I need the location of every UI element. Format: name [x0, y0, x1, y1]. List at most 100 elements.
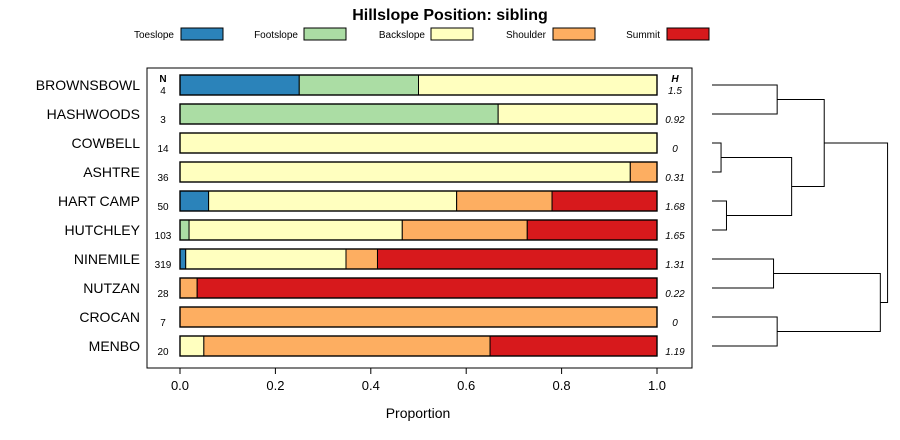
entropy-column-header: H — [671, 74, 679, 85]
legend-swatch-summit — [666, 27, 710, 41]
dendrogram-branch — [712, 200, 727, 231]
legend-label-footslope: Footslope — [254, 30, 298, 41]
legend-label-summit: Summit — [626, 30, 660, 41]
row-label: ASHTRE — [83, 164, 140, 180]
bar-segment-backslope — [179, 132, 658, 154]
bar-segment-summit — [551, 190, 658, 212]
row-ninemile: NINEMILE 319 1.31 — [74, 248, 685, 271]
row-count: 319 — [155, 260, 172, 271]
bar-outline — [179, 103, 658, 125]
row-menbo: MENBO 20 1.19 — [89, 335, 685, 358]
plot-frame — [146, 67, 693, 369]
bar-segment-shoulder — [401, 219, 528, 241]
row-count: 14 — [157, 144, 169, 155]
legend-swatch-backslope — [430, 27, 474, 41]
bar-segment-backslope — [179, 335, 205, 357]
legend-label-toeslope: Toeslope — [134, 30, 174, 41]
bar-outline — [179, 190, 658, 212]
row-hashwoods: HASHWOODS 3 0.92 — [47, 103, 685, 126]
x-axis: 0.0 0.2 0.4 0.6 0.8 1.0 — [171, 368, 666, 393]
row-count: 50 — [157, 202, 169, 213]
legend-swatch-toeslope — [180, 27, 224, 41]
bar-segment-shoulder — [629, 161, 658, 183]
row-cowbell: COWBELL 14 0 — [72, 132, 678, 155]
x-tick-label: 0.8 — [553, 378, 571, 393]
x-tick-label: 0.0 — [171, 378, 189, 393]
legend-swatch-shoulder — [552, 27, 596, 41]
x-tick-label: 0.6 — [457, 378, 475, 393]
dendrogram-branch — [777, 99, 825, 187]
dendrogram-branch — [721, 157, 793, 216]
row-entropy: 0 — [672, 144, 678, 155]
dendrogram-branch — [712, 316, 778, 347]
bar-outline — [179, 277, 658, 299]
bar-rows: BROWNSBOWL 4 1.5 HASHWOODS 3 0.92 COWBELL 14 0 AS… — [36, 74, 685, 358]
row-brownsbowl: BROWNSBOWL 4 1.5 — [36, 74, 682, 97]
row-hart-camp: HART CAMP 50 1.68 — [58, 190, 685, 213]
dendrogram-branch — [712, 258, 775, 289]
row-ashtre: ASHTRE 36 0.31 — [83, 161, 685, 184]
row-entropy: 1.68 — [665, 202, 685, 213]
bar-outline — [179, 132, 658, 154]
bar-segment-footslope — [179, 103, 499, 125]
row-hutchley: HUTCHLEY 103 1.65 — [65, 219, 685, 242]
bar-segment-summit — [196, 277, 658, 299]
row-entropy: 0 — [672, 318, 678, 329]
row-count: 3 — [160, 115, 166, 126]
bar-segment-summit — [526, 219, 658, 241]
row-entropy: 0.31 — [665, 173, 684, 184]
bar-segment-shoulder — [179, 277, 198, 299]
row-label: HASHWOODS — [47, 106, 140, 122]
bar-segment-summit — [376, 248, 658, 270]
x-tick-label: 0.2 — [266, 378, 284, 393]
count-column-header: N — [159, 74, 166, 85]
legend-label-backslope: Backslope — [379, 30, 426, 41]
row-label: NINEMILE — [74, 251, 140, 267]
bar-segment-shoulder — [345, 248, 378, 270]
bar-segment-backslope — [208, 190, 458, 212]
bar-segment-backslope — [418, 74, 658, 96]
bar-segment-shoulder — [203, 335, 491, 357]
bar-segment-summit — [489, 335, 658, 357]
bar-segment-shoulder — [456, 190, 553, 212]
bar-outline — [179, 74, 658, 96]
legend-label-shoulder: Shoulder — [506, 30, 547, 41]
bar-segment-footslope — [179, 219, 190, 241]
row-entropy: 1.19 — [665, 347, 685, 358]
bar-outline — [179, 219, 658, 241]
row-count: 28 — [157, 289, 169, 300]
bar-segment-backslope — [497, 103, 658, 125]
bar-segment-toeslope — [179, 248, 187, 270]
row-entropy: 0.92 — [665, 115, 685, 126]
row-count: 20 — [157, 347, 169, 358]
row-label: MENBO — [89, 338, 140, 354]
bar-segment-backslope — [185, 248, 347, 270]
row-entropy: 1.65 — [665, 231, 685, 242]
dendrogram-branch — [712, 142, 722, 173]
row-entropy: 1.31 — [665, 260, 684, 271]
x-axis-title: Proportion — [386, 405, 451, 421]
row-label: COWBELL — [72, 135, 141, 151]
bar-segment-toeslope — [179, 74, 300, 96]
bar-segment-backslope — [188, 219, 403, 241]
row-crocan: CROCAN 7 0 — [79, 306, 678, 329]
row-count: 7 — [160, 318, 166, 329]
row-label: CROCAN — [79, 309, 140, 325]
row-entropy: 1.5 — [668, 86, 682, 97]
dendrogram-branch — [773, 273, 881, 332]
dendrogram — [712, 84, 889, 347]
bar-segment-footslope — [298, 74, 419, 96]
bar-outline — [179, 248, 658, 270]
bar-segment-backslope — [179, 161, 631, 183]
row-label: BROWNSBOWL — [36, 77, 140, 93]
bar-outline — [179, 335, 658, 357]
bar-outline — [179, 161, 658, 183]
legend: Toeslope Footslope Backslope Shoulder Summit — [134, 27, 710, 41]
row-count: 103 — [155, 231, 172, 242]
row-label: HUTCHLEY — [65, 222, 141, 238]
row-entropy: 0.22 — [665, 289, 685, 300]
x-tick-label: 1.0 — [648, 378, 666, 393]
x-tick-label: 0.4 — [362, 378, 380, 393]
bar-segment-shoulder — [179, 306, 658, 328]
